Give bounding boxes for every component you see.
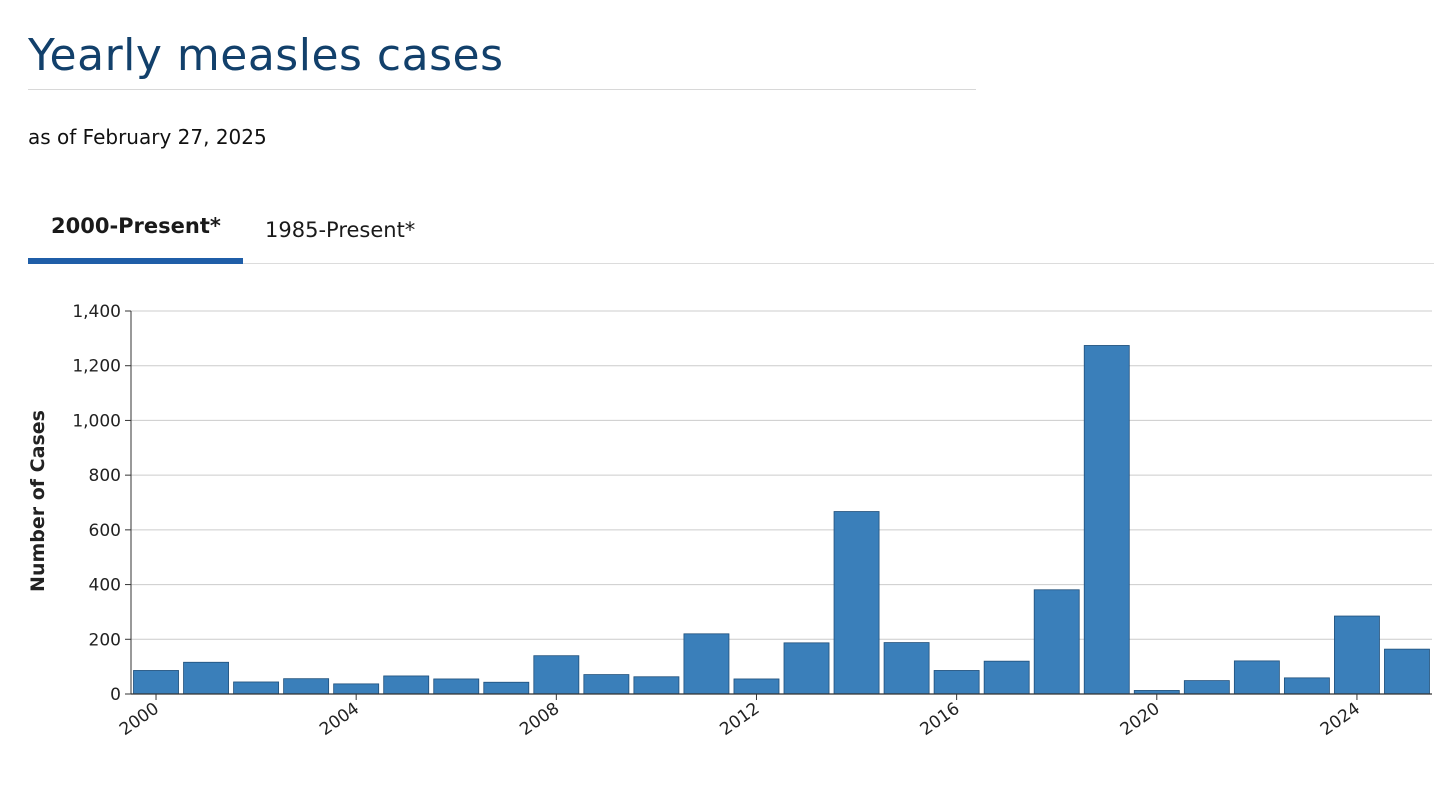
y-tick-label: 1,400 [72,302,121,322]
range-tabs: 2000-Present* 1985-Present* [28,200,1434,264]
y-axis-title: Number of Cases [27,410,49,592]
bars [133,345,1430,695]
as-of-date: as of February 27, 2025 [28,125,267,149]
bar-2008[interactable] [533,655,580,695]
x-tick-label: 2020 [1117,699,1164,740]
active-tab-indicator [28,258,243,264]
tab-bar-divider [28,263,1434,264]
bar-2013[interactable] [783,642,830,695]
bar-2017[interactable] [983,660,1030,695]
x-tick-label: 2000 [116,699,163,740]
bar-2018[interactable] [1033,589,1080,695]
bar-2015[interactable] [883,642,930,695]
x-tick-label: 2016 [917,699,964,740]
grid-lines [131,310,1432,640]
bar-2006[interactable] [433,678,480,695]
tab-2000-present[interactable]: 2000-Present* [51,214,221,238]
bar-2023[interactable] [1283,677,1330,695]
y-tick-label: 200 [89,630,121,650]
y-tick-label: 0 [110,685,121,705]
axes: 0 200 400 600 800 1,000 1,200 1,400 2000 2004 2008… [72,302,1432,740]
x-tick-label: 2024 [1317,699,1364,740]
y-tick-label: 800 [89,466,121,486]
measles-bar-chart: 0 200 400 600 800 1,000 1,200 1,400 2000 2004 2008… [27,302,1432,740]
x-tick-label: 2012 [716,699,763,740]
tab-1985-present[interactable]: 1985-Present* [265,218,416,242]
bar-2000[interactable] [133,670,179,695]
bar-2009[interactable] [583,674,630,695]
bar-2001[interactable] [183,661,229,695]
bar-2022[interactable] [1233,660,1280,695]
bar-2002[interactable] [233,681,280,695]
bar-2011[interactable] [683,633,730,695]
bar-2004[interactable] [333,683,380,695]
title-divider [28,89,976,90]
y-tick-label: 1,200 [72,357,121,377]
bar-2024[interactable] [1334,615,1380,695]
bar-2012[interactable] [733,678,780,695]
bar-2005[interactable] [383,675,430,695]
bar-2016[interactable] [933,670,980,695]
bar-2021[interactable] [1183,680,1230,695]
bar-2014[interactable] [833,511,880,695]
bar-2025[interactable] [1384,648,1430,695]
x-tick-label: 2004 [316,699,363,740]
page-title: Yearly measles cases [28,30,504,81]
y-tick-label: 600 [89,521,121,541]
bar-2010[interactable] [633,676,680,695]
bar-2003[interactable] [283,678,330,695]
y-tick-label: 1,000 [72,411,121,431]
bar-2007[interactable] [483,681,530,695]
bar-2019[interactable] [1083,345,1130,695]
y-tick-label: 400 [89,576,121,596]
x-tick-label: 2008 [516,699,563,740]
